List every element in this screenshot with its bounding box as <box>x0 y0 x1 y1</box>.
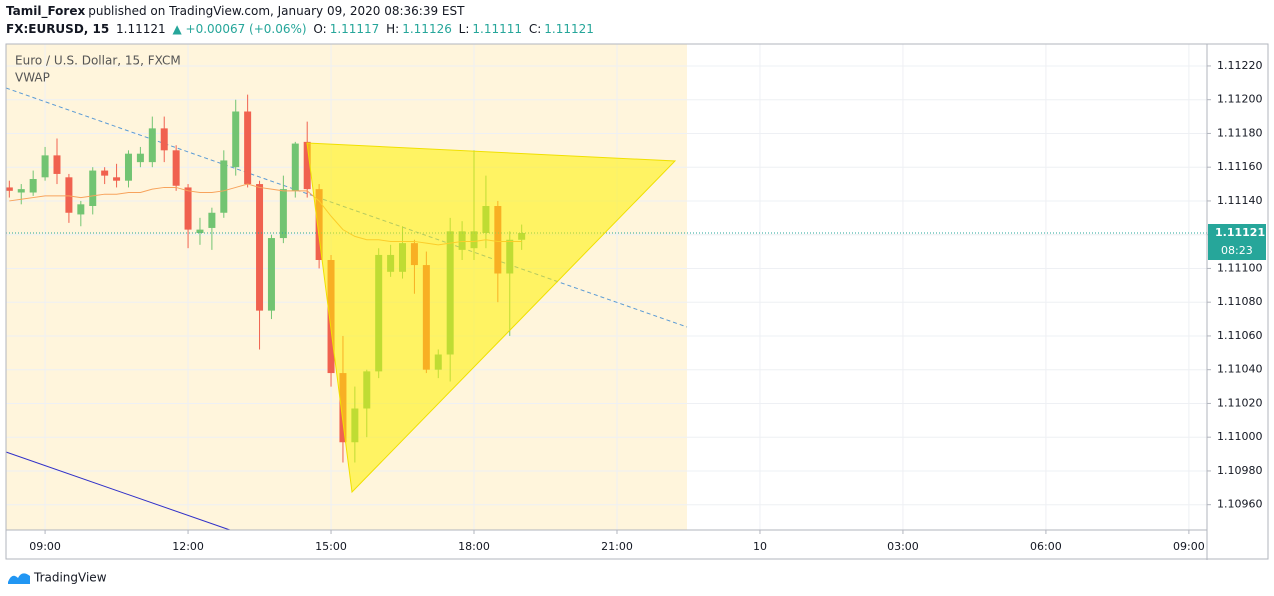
y-tick-label: 1.11060 <box>1217 329 1263 342</box>
x-tick-label: 03:00 <box>887 540 919 553</box>
triangle-pattern <box>306 142 677 494</box>
candle-body <box>5 187 13 191</box>
brand-logo <box>8 573 30 584</box>
candle-body <box>77 204 85 215</box>
x-tick-label: 09:00 <box>29 540 61 553</box>
x-tick-label: 18:00 <box>458 540 490 553</box>
x-tick-label: 09:00 <box>1173 540 1205 553</box>
candle-body <box>244 111 252 185</box>
y-tick-label: 1.10980 <box>1217 464 1263 477</box>
y-tick-label: 1.11000 <box>1217 430 1263 443</box>
x-tick-label: 21:00 <box>601 540 633 553</box>
symbol: FX:EURUSD, 15 <box>6 22 110 36</box>
candle-body <box>124 153 132 181</box>
candle-body <box>220 160 228 213</box>
l: 1.11111 <box>472 22 523 36</box>
y-tick-label: 1.11180 <box>1217 126 1263 139</box>
y-tick-label: 1.10960 <box>1217 498 1263 511</box>
candle-body <box>279 189 287 239</box>
candle-body <box>29 179 37 193</box>
c-label: C: <box>528 22 542 36</box>
candle-body <box>196 229 204 233</box>
candle-body <box>53 155 61 174</box>
candle-body <box>160 128 168 151</box>
change: ▲ +0.00067 (+0.06%) <box>172 22 307 36</box>
c: 1.11121 <box>544 22 594 36</box>
symbol-bar: FX:EURUSD, 15 1.11121 ▲ +0.00067 (+0.06%… <box>6 22 597 36</box>
frame <box>5 43 1269 560</box>
x-tick-label: 10 <box>753 540 767 553</box>
candle-body <box>232 111 240 168</box>
candle-body <box>65 177 73 213</box>
trend-line <box>5 451 231 531</box>
candle-body <box>41 155 49 178</box>
h-label: H: <box>386 22 400 36</box>
countdown: 08:23 <box>1221 244 1253 257</box>
candle-body <box>208 212 216 228</box>
candle-body <box>136 153 144 163</box>
candle-body <box>291 143 299 191</box>
candle-body <box>267 238 275 311</box>
x-tick-label: 12:00 <box>172 540 204 553</box>
published: published on TradingView.com, January 09… <box>88 4 465 18</box>
legend-title: Euro / U.S. Dollar, 15, FXCM <box>15 54 181 68</box>
candle-body <box>172 150 180 186</box>
o: 1.11117 <box>329 22 380 36</box>
candle-body <box>303 141 311 190</box>
o-label: O: <box>313 22 327 36</box>
x-tick-label: 15:00 <box>315 540 347 553</box>
brand: TradingView <box>8 571 107 585</box>
y-tick-label: 1.11220 <box>1217 59 1263 72</box>
candle-body <box>148 128 156 163</box>
candle-body <box>256 184 264 311</box>
y-tick-label: 1.11020 <box>1217 396 1263 409</box>
candle-body <box>101 170 109 176</box>
candle-body <box>17 189 25 193</box>
y-tick-label: 1.11160 <box>1217 160 1263 173</box>
y-tick-label: 1.11100 <box>1217 261 1263 274</box>
chart: Euro / U.S. Dollar, 15, FXCM VWAP 1.1096… <box>5 43 1269 560</box>
price: 1.11121 <box>116 22 166 36</box>
candle-body <box>184 187 192 230</box>
legend-entry: VWAP <box>15 71 50 85</box>
last-price-box <box>1208 224 1266 260</box>
brand-name: TradingView <box>33 571 107 585</box>
header: Tamil_Forex published on TradingView.com,… <box>6 4 467 18</box>
candle-body <box>89 170 97 206</box>
y-tick-label: 1.11140 <box>1217 194 1263 207</box>
y-tick-label: 1.11080 <box>1217 295 1263 308</box>
h: 1.11126 <box>402 22 452 36</box>
candle-body <box>113 177 121 181</box>
last-price-label: 1.11121 <box>1215 226 1265 239</box>
publisher: Tamil_Forex <box>6 4 86 18</box>
l-label: L: <box>458 22 470 36</box>
y-tick-label: 1.11200 <box>1217 93 1263 106</box>
y-tick-label: 1.11040 <box>1217 363 1263 376</box>
x-tick-label: 06:00 <box>1030 540 1062 553</box>
